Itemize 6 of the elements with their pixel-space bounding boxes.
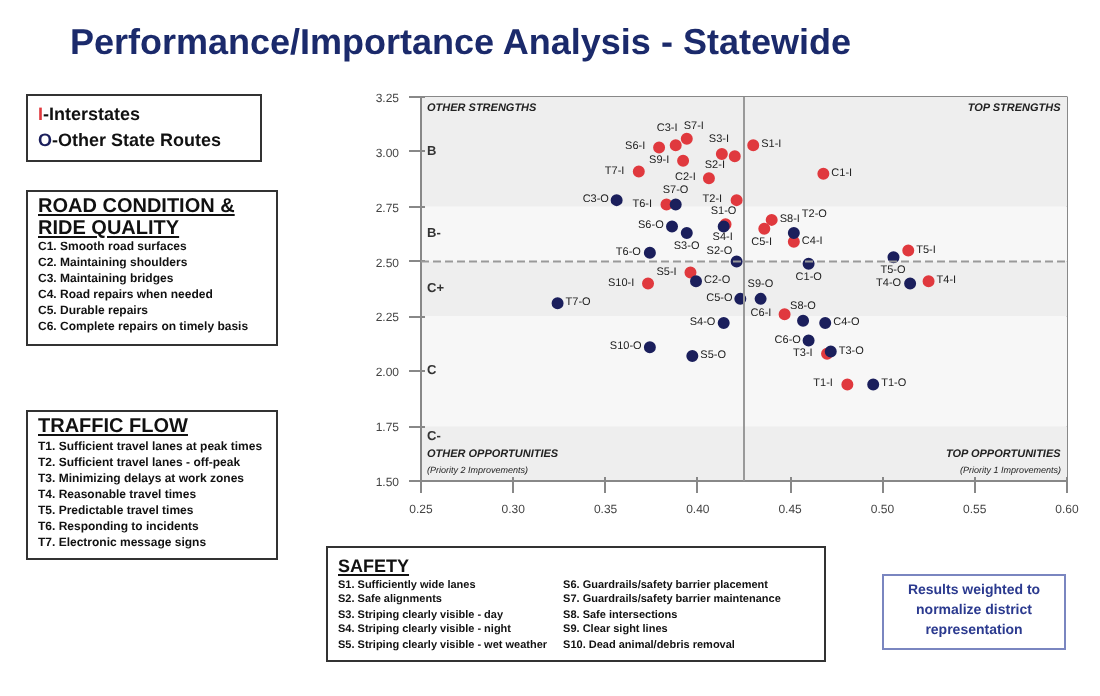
text: TRAFFIC FLOW — [38, 416, 190, 439]
text: O-Other State Routes — [38, 129, 222, 150]
text: SAFETY — [338, 554, 412, 580]
text: I-Interstates — [38, 104, 141, 124]
text: ROAD CONDITION & RIDE QUALITY — [38, 196, 237, 240]
chart-title: Performance/Importance Analysis - Statewide — [68, 20, 851, 66]
